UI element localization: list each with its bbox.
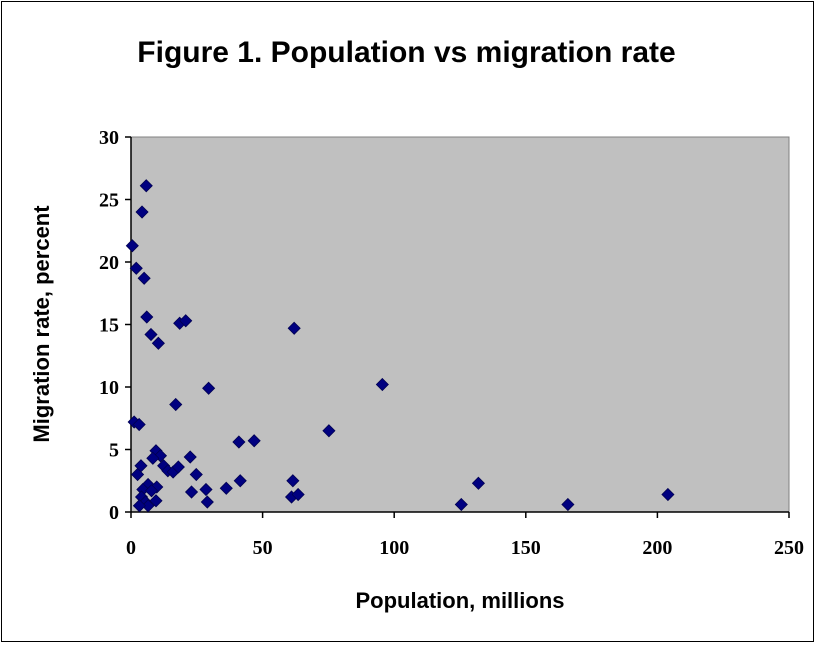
y-tick-label: 30 xyxy=(99,127,119,149)
data-point xyxy=(454,497,468,512)
x-tick-label: 50 xyxy=(253,537,273,559)
data-point xyxy=(149,494,163,508)
data-point xyxy=(286,474,300,488)
x-tick-label: 250 xyxy=(774,537,804,559)
data-point xyxy=(171,460,185,474)
data-point xyxy=(291,487,305,502)
y-tick-label: 0 xyxy=(109,502,119,524)
y-tick-label: 15 xyxy=(99,315,119,337)
data-point xyxy=(144,327,158,342)
data-point xyxy=(471,476,485,490)
data-point xyxy=(189,467,203,482)
data-point xyxy=(561,497,575,512)
data-point xyxy=(375,377,389,392)
chart-title: Figure 1. Population vs migration rate xyxy=(137,36,676,69)
x-axis-title: Population, millions xyxy=(355,588,565,613)
data-point xyxy=(135,205,149,219)
y-tick-label: 5 xyxy=(109,440,119,462)
data-point xyxy=(661,487,675,502)
plot-area xyxy=(130,136,790,513)
x-tick-label: 100 xyxy=(379,537,409,559)
data-point xyxy=(199,482,213,497)
y-tick-label: 25 xyxy=(99,190,119,212)
data-point xyxy=(179,314,193,328)
data-point xyxy=(183,450,197,464)
data-point xyxy=(219,481,233,495)
x-tick-label: 200 xyxy=(642,537,672,559)
data-point xyxy=(132,417,146,432)
data-point xyxy=(202,381,216,395)
data-point xyxy=(125,239,139,253)
data-point xyxy=(169,397,183,412)
data-point xyxy=(144,484,159,498)
data-point xyxy=(287,321,301,335)
y-tick-label: 10 xyxy=(99,377,119,399)
data-point xyxy=(141,499,155,513)
data-point xyxy=(322,424,336,438)
data-point xyxy=(151,336,165,350)
data-point xyxy=(184,485,199,499)
x-tick-label: 150 xyxy=(511,537,541,559)
data-point xyxy=(200,495,214,509)
data-point xyxy=(131,467,145,482)
data-point xyxy=(247,434,261,448)
data-point xyxy=(129,261,143,275)
y-tick-label: 20 xyxy=(99,252,119,274)
data-point xyxy=(233,474,247,488)
x-tick-label: 0 xyxy=(126,537,136,559)
data-point xyxy=(132,499,146,513)
data-point xyxy=(146,451,160,465)
data-point xyxy=(232,435,246,449)
data-point xyxy=(137,271,151,285)
data-point xyxy=(140,310,154,324)
data-point xyxy=(139,179,153,193)
